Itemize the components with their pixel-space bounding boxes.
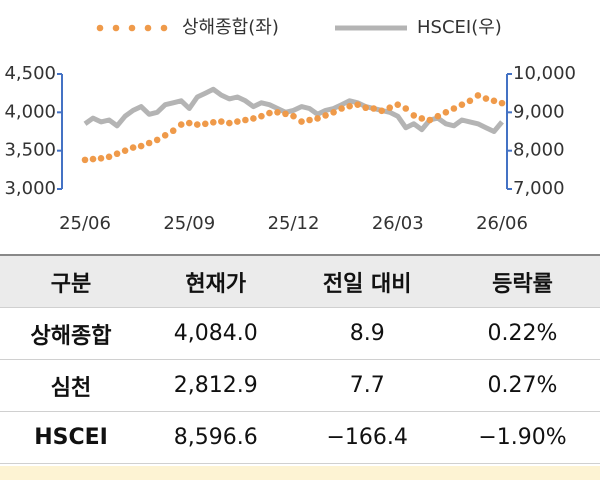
table-row: 상해종합 4,084.0 8.9 0.22%	[0, 307, 600, 360]
data-dot	[121, 147, 129, 154]
data-table: 구분 현재가 전일 대비 등락률 상해종합 4,084.0 8.9 0.22% 심천 2,812.…	[0, 254, 600, 464]
data-dot	[193, 121, 201, 128]
data-dot	[210, 119, 217, 126]
data-dot	[378, 107, 386, 115]
legend-symbol	[96, 24, 104, 32]
data-dot	[418, 115, 426, 122]
data-dot	[338, 105, 345, 112]
data-dot	[354, 101, 361, 108]
data-dot	[274, 109, 281, 116]
y-tick-label: 3,000	[4, 178, 56, 199]
bottom-strip	[0, 466, 600, 480]
legend-label: 상해종합(좌)	[182, 17, 279, 38]
table-row: 심천 2,812.9 7.7 0.27%	[0, 359, 600, 412]
table-cell: 8.9	[289, 307, 445, 360]
table-cell: 8,596.6	[142, 411, 290, 464]
data-dot	[169, 127, 177, 135]
data-dot	[458, 101, 466, 108]
header-cell: 현재가	[142, 254, 290, 308]
header-cell: 구분	[0, 254, 143, 308]
y2-tick-label: 8,000	[513, 140, 565, 161]
data-dot	[226, 119, 233, 127]
data-dot	[113, 150, 121, 158]
data-dot	[161, 132, 169, 139]
legend-symbol	[144, 24, 152, 32]
data-dot	[426, 116, 434, 124]
data-dot	[394, 101, 402, 108]
data-dot	[498, 99, 506, 107]
data-dot	[145, 139, 153, 147]
data-dot	[346, 102, 353, 110]
data-dot	[234, 118, 241, 125]
table-cell: 상해종합	[0, 307, 143, 360]
data-dot	[490, 97, 498, 105]
table-cell: 0.27%	[444, 359, 600, 412]
data-dot	[482, 95, 490, 102]
data-dot	[442, 109, 450, 116]
y2-tick-label: 7,000	[513, 178, 565, 199]
y-tick-label: 4,000	[4, 101, 56, 122]
table-cell: HSCEI	[0, 411, 143, 464]
data-dot	[266, 109, 273, 117]
data-dot	[466, 97, 474, 105]
legend-symbol	[112, 24, 120, 32]
data-dot	[177, 121, 185, 128]
data-dot	[370, 105, 377, 112]
y2-tick-label: 9,000	[513, 101, 565, 122]
data-dot	[89, 155, 97, 163]
table-cell: 7.7	[289, 359, 445, 412]
data-dot	[450, 105, 458, 112]
y-tick-label: 3,500	[4, 140, 56, 161]
data-dot	[282, 110, 289, 118]
data-dot	[250, 115, 257, 122]
data-dot	[306, 116, 313, 124]
y2-tick-label: 10,000	[513, 63, 576, 84]
legend-label: HSCEI(우)	[417, 17, 502, 38]
data-dot	[402, 105, 410, 112]
table-cell: 심천	[0, 359, 143, 412]
data-dot	[330, 109, 337, 116]
data-line	[83, 86, 504, 134]
data-dot	[97, 155, 105, 162]
legend-symbol	[128, 24, 136, 32]
y-tick-label: 4,500	[4, 63, 56, 84]
data-dot	[362, 104, 369, 112]
chart: 3,000 3,500 4,000 4,500 7,000 8,000 9,000 10,00…	[4, 17, 576, 234]
table-cell: 4,084.0	[142, 307, 290, 360]
data-dot	[386, 104, 394, 112]
data-dot	[129, 144, 137, 151]
data-dot	[105, 153, 113, 161]
data-dot	[185, 119, 193, 127]
table-cell: −1.90%	[444, 411, 600, 464]
data-dot	[290, 112, 297, 120]
data-dot	[434, 112, 442, 120]
data-dot	[242, 116, 249, 124]
data-dot	[153, 136, 161, 144]
data-dot	[314, 115, 321, 122]
data-dot	[201, 120, 209, 128]
x-tick-label: 26/03	[372, 213, 424, 234]
data-dot	[410, 112, 418, 119]
data-dot	[322, 112, 329, 119]
legend-symbol	[160, 24, 168, 32]
header-cell: 등락률	[444, 254, 600, 308]
x-tick-label: 25/09	[163, 213, 215, 234]
x-tick-label: 26/06	[476, 213, 528, 234]
data-dot	[137, 142, 145, 150]
data-dot	[474, 92, 482, 99]
x-tick-label: 25/06	[59, 213, 111, 234]
data-dot	[258, 112, 265, 120]
x-tick-label: 25/12	[268, 213, 320, 234]
table-row: HSCEI 8,596.6 −166.4 −1.90%	[0, 411, 600, 464]
data-dot	[81, 156, 89, 164]
table-cell: 2,812.9	[142, 359, 290, 412]
data-dot	[218, 118, 225, 125]
table-cell: −166.4	[289, 411, 445, 464]
data-dot	[298, 118, 305, 125]
header-row: 구분 현재가 전일 대비 등락률	[0, 254, 600, 308]
table-cell: 0.22%	[444, 307, 600, 360]
header-cell: 전일 대비	[289, 254, 445, 308]
